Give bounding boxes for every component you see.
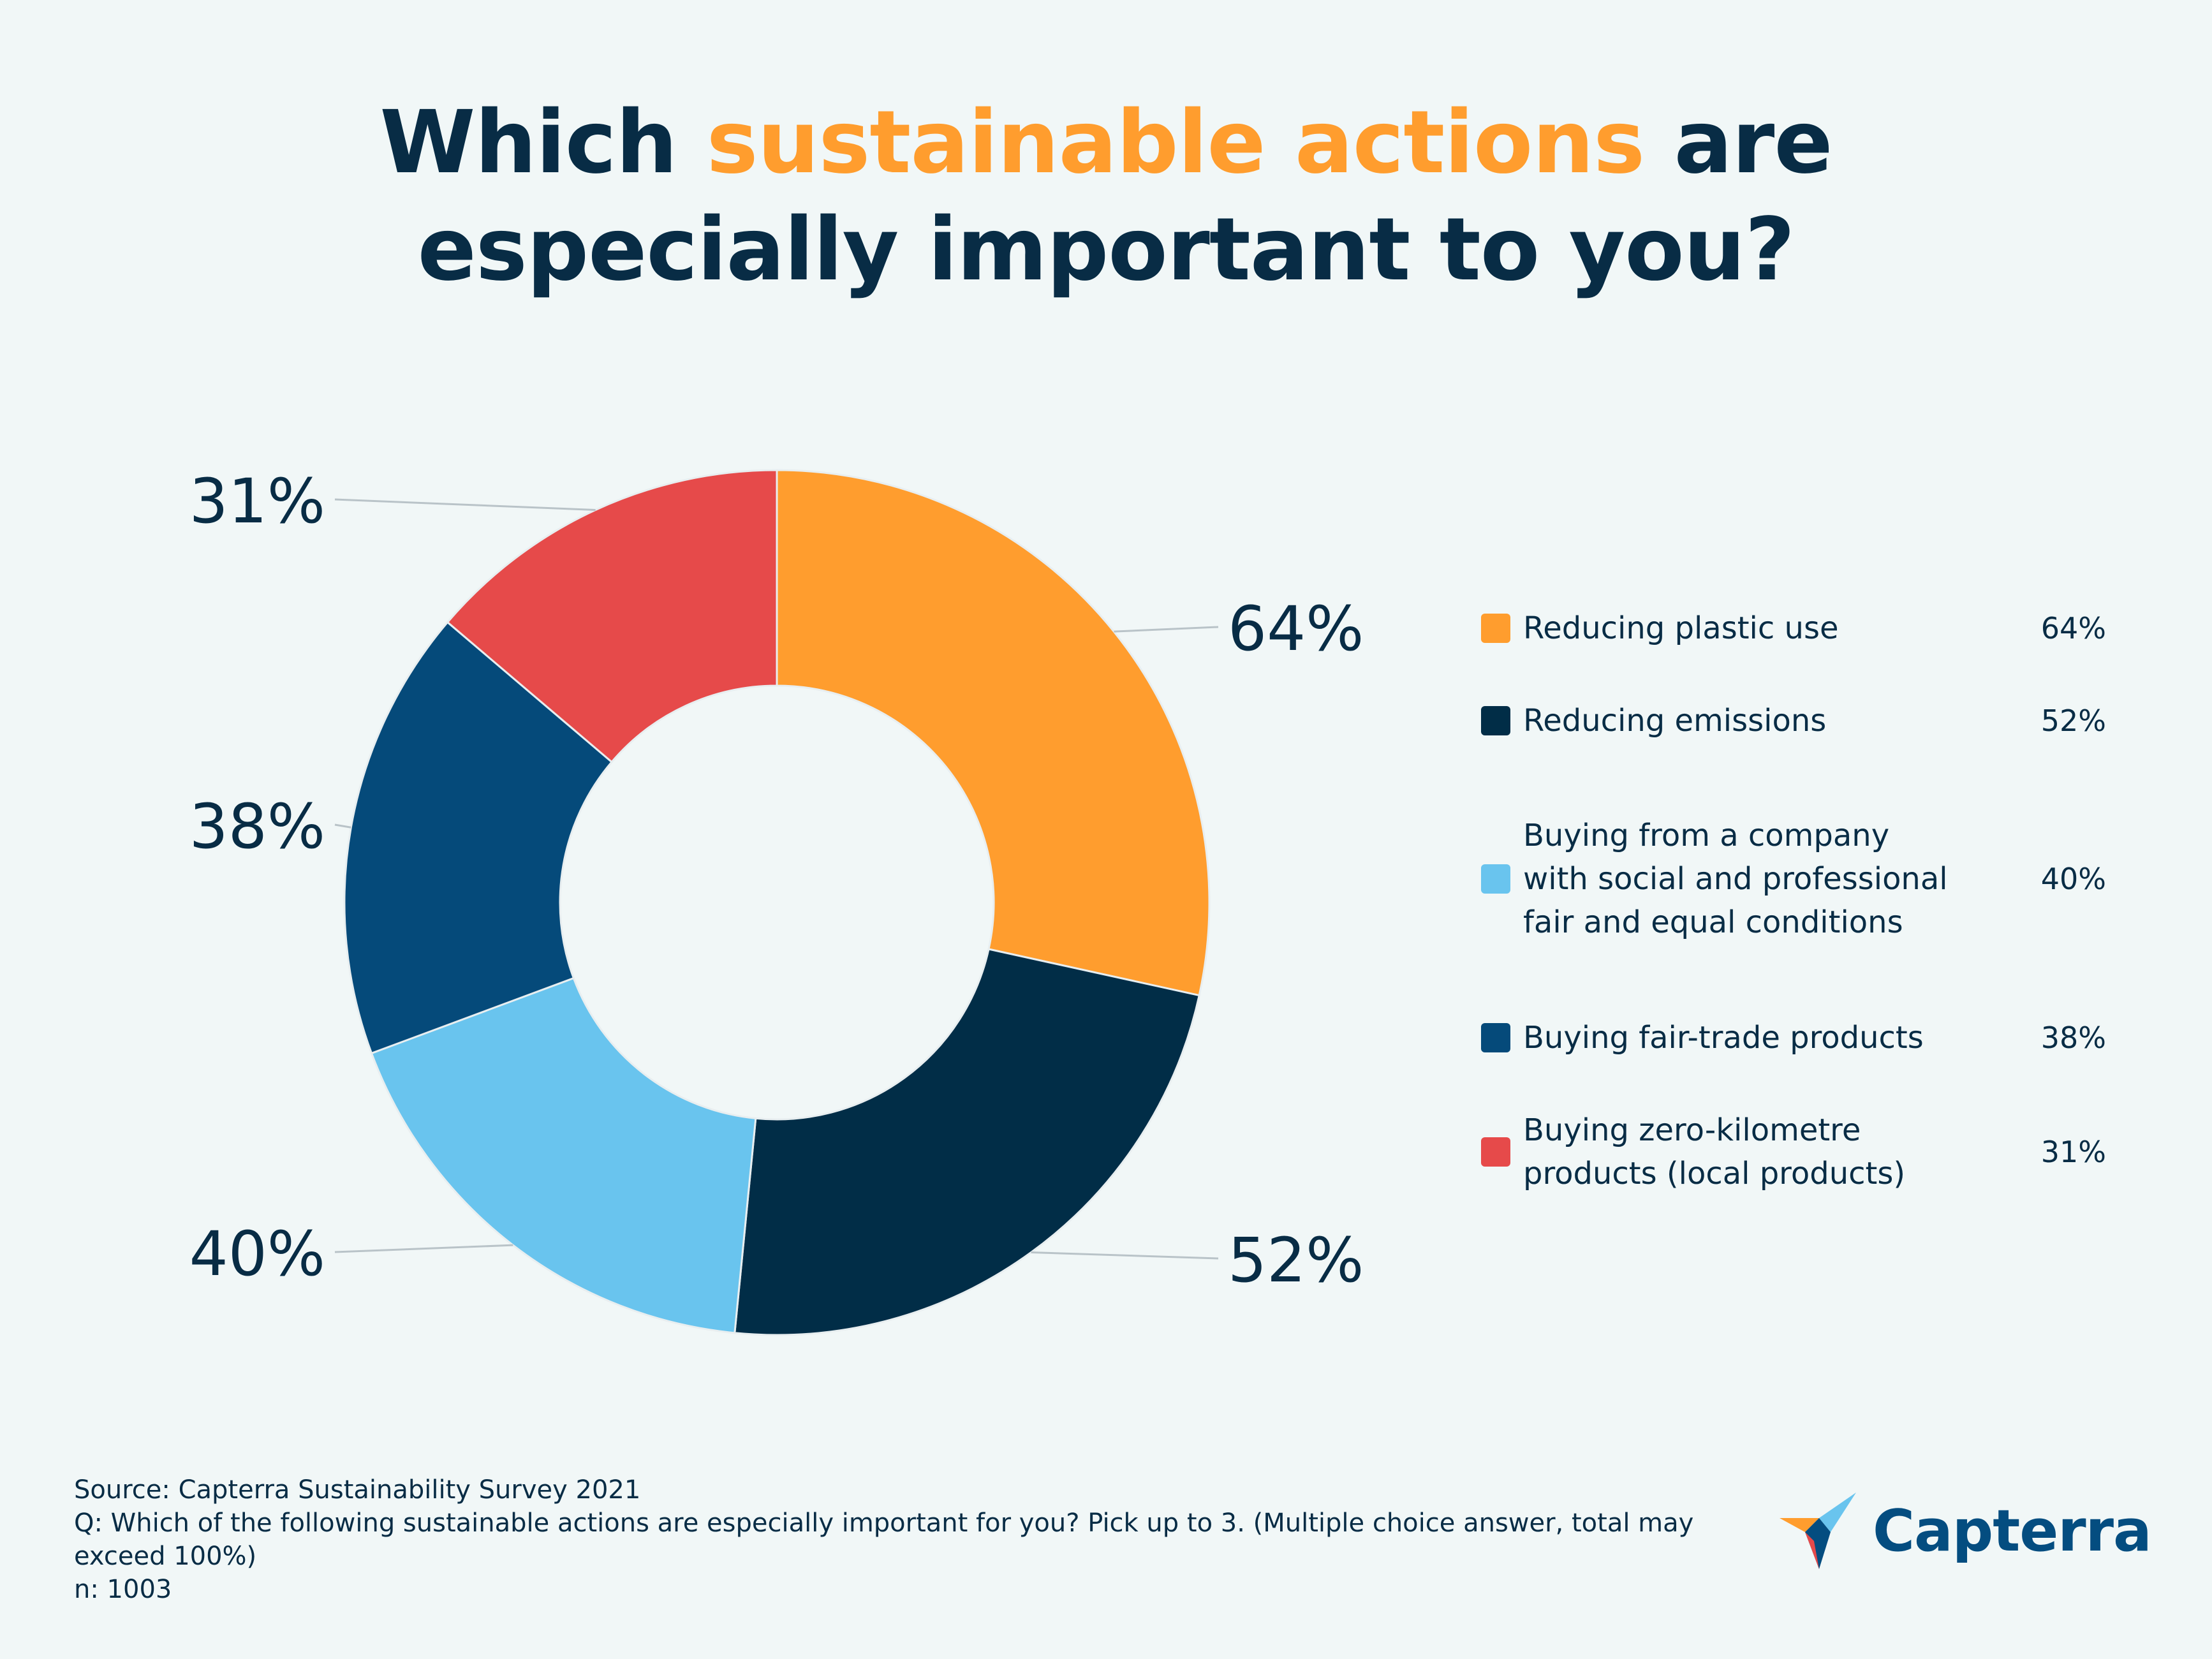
title-line-2: especially important to you? (417, 200, 1795, 300)
donut-slice-2 (734, 948, 1200, 1336)
footer-notes: Source: Capterra Sustainability Survey 2… (74, 1473, 1732, 1606)
leader-lines (334, 498, 1219, 1260)
data-label-3: 40% (189, 1218, 325, 1290)
title-part-1: Which (380, 92, 707, 193)
legend-value: 40% (2040, 862, 2106, 896)
title-accent: sustainable actions (706, 92, 1645, 193)
legend-item: Buying zero-kilometre products (local pr… (1481, 1109, 2119, 1195)
leader-line-2 (1031, 1251, 1219, 1260)
data-labels: 64% 52% 40% 38% 31% (189, 466, 1364, 1296)
leader-line-5 (334, 498, 596, 512)
donut-slice-1 (776, 469, 1211, 997)
legend-value: 64% (2040, 611, 2106, 645)
legend-label: Buying zero-kilometre products (local pr… (1523, 1112, 1906, 1191)
legend-item: Reducing plastic use 64% (1481, 607, 2119, 650)
donut-slice-3 (370, 977, 757, 1334)
donut-slice-4 (343, 621, 614, 1055)
leader-line-3 (334, 1244, 513, 1253)
legend-label: Reducing plastic use (1523, 610, 1839, 646)
sample-size-note: n: 1003 (74, 1575, 172, 1604)
legend-swatch (1481, 1137, 1510, 1167)
page-title: Which sustainable actions are especially… (0, 89, 2212, 304)
donut-slices (343, 469, 1211, 1336)
legend-swatch (1481, 706, 1510, 735)
capterra-logo: Capterra (1780, 1486, 2152, 1575)
leader-line-4 (334, 823, 351, 829)
capterra-logo-text: Capterra (1873, 1497, 2152, 1565)
leader-line-1 (1114, 626, 1219, 633)
capterra-logo-icon (1780, 1493, 1856, 1569)
legend-item: Reducing emissions 52% (1481, 699, 2119, 742)
legend-swatch (1481, 614, 1510, 643)
legend-label: Buying from a company with social and pr… (1523, 818, 1948, 940)
legend-item: Buying fair-trade products 38% (1481, 1016, 2119, 1059)
question-note: Q: Which of the following sustainable ac… (74, 1508, 1702, 1571)
title-part-2: are (1644, 92, 1832, 193)
legend-swatch (1481, 864, 1510, 894)
legend-value: 38% (2040, 1021, 2106, 1055)
legend-item: Buying from a company with social and pr… (1481, 814, 2119, 944)
legend-value: 31% (2040, 1135, 2106, 1169)
donut-slice-5 (446, 469, 778, 763)
data-label-2: 52% (1228, 1225, 1364, 1296)
legend-value: 52% (2040, 704, 2106, 738)
data-label-5: 31% (189, 466, 325, 537)
data-label-1: 64% (1228, 593, 1364, 665)
legend-swatch (1481, 1023, 1510, 1052)
data-label-4: 38% (189, 791, 325, 862)
source-note: Source: Capterra Sustainability Survey 2… (74, 1475, 641, 1505)
legend-label: Reducing emissions (1523, 703, 1827, 739)
legend-label: Buying fair-trade products (1523, 1020, 1924, 1056)
